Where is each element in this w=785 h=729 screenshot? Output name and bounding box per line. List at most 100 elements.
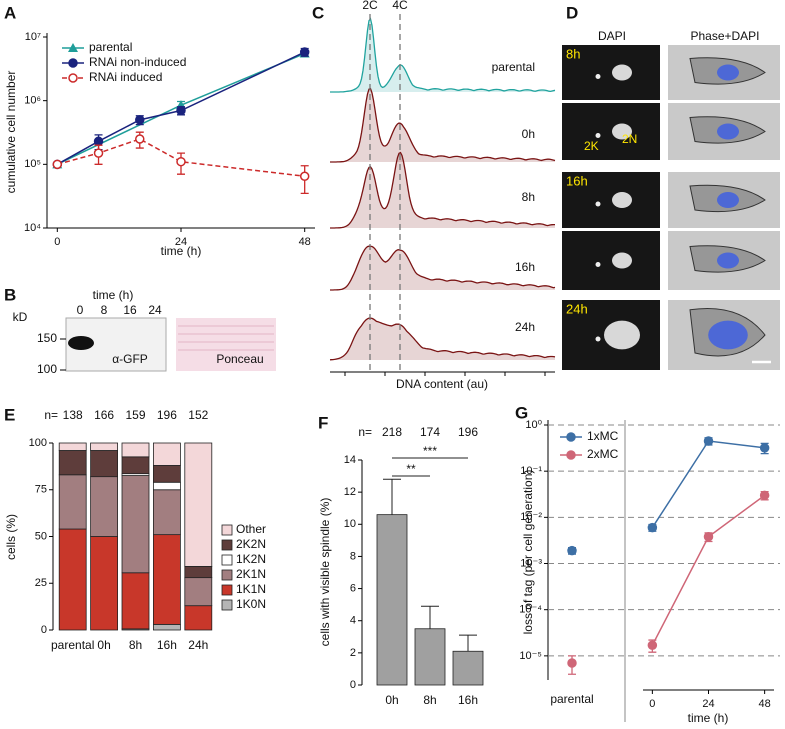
y-axis-label: cells (%): [4, 514, 18, 560]
y-tick-label: 6: [350, 582, 356, 594]
n-label: n=: [44, 408, 58, 422]
x-tick-label: 8h: [423, 693, 436, 707]
y-tick-label: 25: [35, 577, 47, 589]
legend-swatch: [221, 524, 233, 536]
y-tick-label: 10⁵: [24, 158, 41, 170]
lane-label: 0: [77, 303, 84, 317]
panel-letter: G: [515, 403, 528, 422]
y-tick-label: 14: [344, 454, 356, 466]
peak-label: 2C: [362, 0, 378, 12]
n-value: 138: [63, 408, 83, 422]
bar-segment: [121, 456, 150, 475]
legend-marker: [68, 43, 78, 52]
legend-label: RNAi induced: [89, 70, 162, 84]
cell-dapi: [717, 192, 739, 208]
marker-label: 100: [37, 362, 57, 376]
legend-swatch: [221, 569, 233, 581]
legend-label: 1xMC: [587, 429, 619, 443]
x-tick-label: 8h: [129, 638, 142, 652]
kinetoplast: [595, 133, 601, 138]
y-tick-label: 10⁻⁵: [519, 650, 542, 662]
y-tick-label: 4: [350, 615, 356, 627]
y-tick-label: 0: [41, 624, 47, 636]
legend-swatch: [221, 599, 233, 611]
x-tick-label: 16h: [157, 638, 177, 652]
kinetoplast: [595, 262, 601, 267]
histogram-line: [330, 151, 555, 229]
point: [759, 490, 770, 501]
nucleus: [604, 320, 640, 350]
legend-swatch: [221, 554, 233, 566]
sample-label: 8h: [522, 190, 535, 204]
bar-segment: [58, 474, 87, 530]
x-tick-label: 0h: [97, 638, 110, 652]
dapi-image: [562, 103, 660, 160]
histogram-area: [330, 18, 555, 92]
bar-segment: [90, 536, 118, 631]
lane-title: time (h): [93, 288, 134, 302]
kinetoplast: [595, 74, 601, 79]
cell-dapi: [717, 252, 739, 269]
timepoint-label: 16h: [566, 173, 588, 188]
unit-label: kD: [13, 310, 28, 324]
error-bar: [383, 478, 401, 515]
histogram-area: [330, 318, 555, 360]
x-tick-label: parental: [51, 638, 94, 652]
panel-letter: F: [318, 413, 328, 432]
lane-label: 8: [101, 303, 108, 317]
y-tick-label: 2: [350, 647, 356, 659]
y-axis-label: loss of tag (per cell generation): [521, 470, 535, 635]
bar-segment: [184, 605, 213, 631]
column-label: Phase+DAPI: [690, 29, 759, 43]
legend-label: RNAi non-induced: [89, 55, 186, 69]
legend-label: 1K2N: [236, 552, 266, 566]
sample-label: 24h: [515, 320, 535, 334]
lane-label: 16: [123, 303, 137, 317]
n-value: 166: [94, 408, 114, 422]
y-tick-label: 10⁰: [525, 419, 542, 431]
panel-letter: C: [312, 3, 324, 22]
legend-marker: [68, 58, 78, 68]
control-point: [567, 545, 577, 556]
y-tick-label: 10⁴: [24, 222, 41, 234]
y-axis-label: cumulative cell number: [4, 71, 18, 194]
legend-swatch: [221, 584, 233, 596]
bar-segment: [90, 450, 118, 478]
point: [176, 105, 186, 116]
point: [135, 134, 145, 144]
legend-label: parental: [89, 40, 132, 54]
y-tick-label: 10⁻²: [520, 511, 542, 523]
point: [299, 47, 310, 57]
y-tick-label: 12: [344, 486, 356, 498]
blot-label: α-GFP: [112, 352, 148, 366]
y-tick-label: 10: [344, 518, 356, 530]
peak-label: 4C: [392, 0, 408, 12]
legend-marker: [566, 450, 576, 460]
nucleus: [612, 123, 632, 140]
sample-label: parental: [492, 60, 535, 74]
nucleus: [612, 252, 632, 269]
y-tick-label: 8: [350, 550, 356, 562]
n-label: n=: [358, 425, 372, 439]
bar-segment: [152, 465, 181, 483]
histogram-line: [330, 17, 556, 93]
annotation: 2N: [622, 132, 637, 146]
cell-dapi: [717, 123, 739, 140]
point: [759, 443, 770, 453]
x-tick-label: 0h: [385, 693, 398, 707]
n-value: 174: [420, 425, 440, 439]
timepoint-label: 8h: [566, 46, 580, 61]
annotation: 2K: [584, 139, 599, 153]
n-value: 218: [382, 425, 402, 439]
error-bar: [421, 605, 439, 629]
legend-label: 1K0N: [236, 597, 266, 611]
point: [647, 522, 658, 533]
bar-segment: [121, 475, 150, 574]
legend-label: 1K1N: [236, 582, 266, 596]
legend-label: 2xMC: [587, 447, 619, 461]
panel-letter: A: [4, 3, 16, 22]
x-tick-label: 48: [299, 236, 311, 248]
x-tick-label: 0: [54, 236, 60, 248]
x-axis-label: time (h): [688, 711, 729, 725]
